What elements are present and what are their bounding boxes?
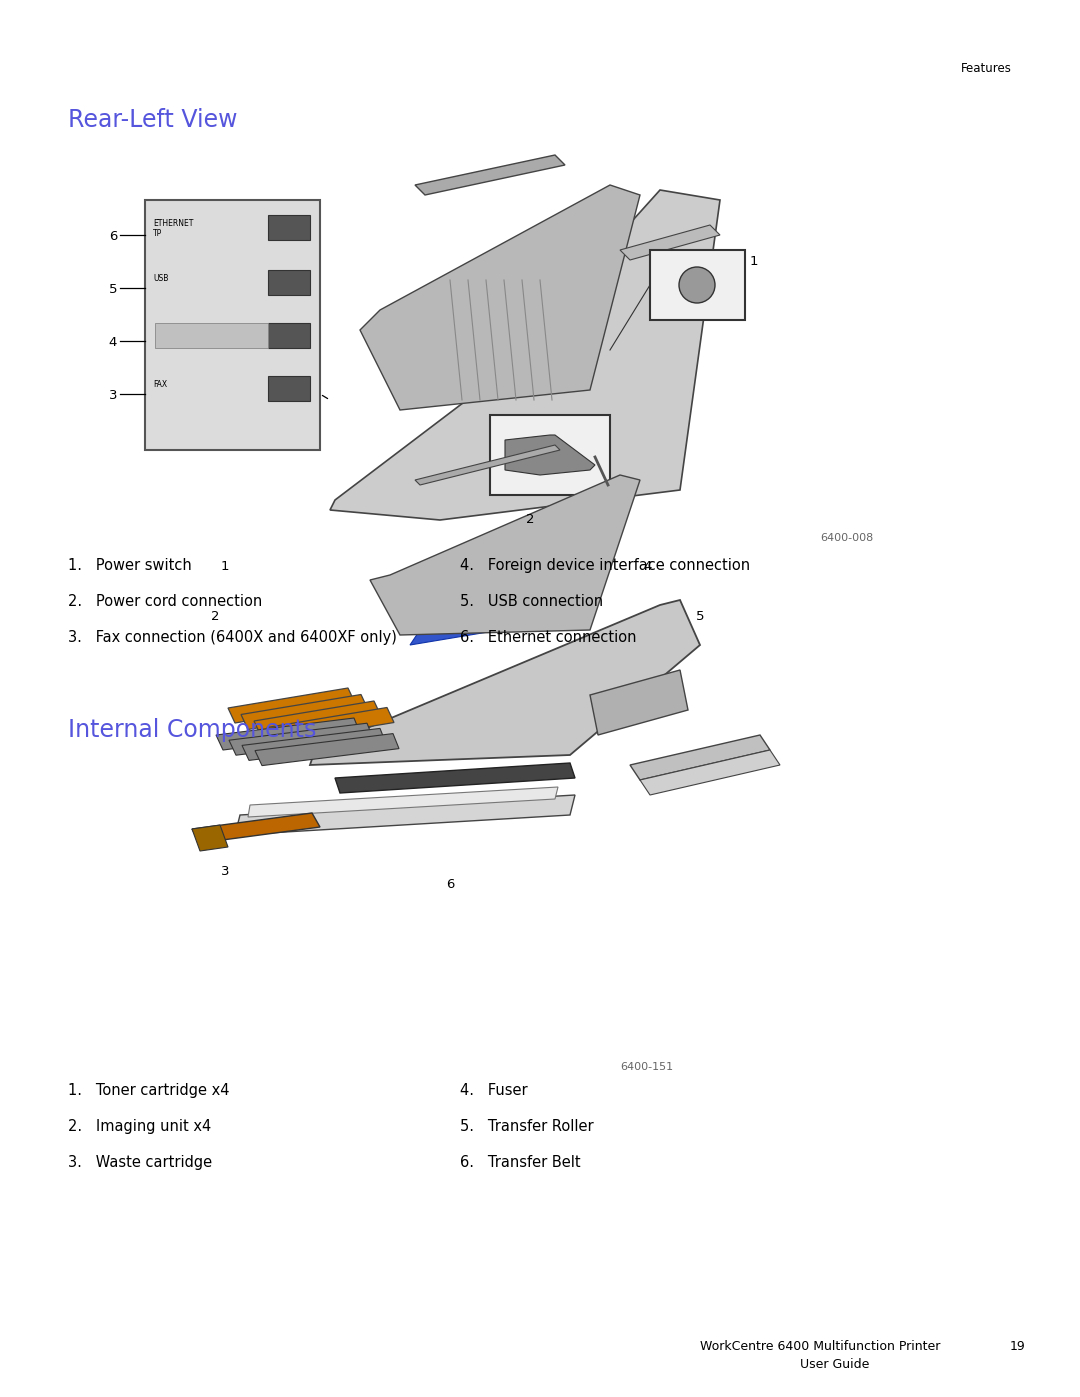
- Bar: [145, 200, 320, 450]
- Text: 5.   USB connection: 5. USB connection: [460, 594, 603, 609]
- Bar: [650, 250, 745, 320]
- Polygon shape: [640, 750, 780, 795]
- Text: 3: 3: [220, 865, 229, 877]
- Text: ETHERNET
TP: ETHERNET TP: [153, 219, 193, 239]
- Text: 4.   Fuser: 4. Fuser: [460, 1083, 528, 1098]
- Bar: [156, 323, 268, 348]
- Text: 1.   Toner cartridge x4: 1. Toner cartridge x4: [68, 1083, 229, 1098]
- Polygon shape: [410, 605, 570, 645]
- Bar: [490, 415, 610, 495]
- Polygon shape: [255, 733, 399, 766]
- Text: 5.   Transfer Roller: 5. Transfer Roller: [460, 1119, 594, 1134]
- Text: 6400-008: 6400-008: [820, 534, 874, 543]
- Polygon shape: [370, 475, 640, 636]
- Polygon shape: [360, 184, 640, 409]
- Text: 4.   Foreign device interface connection: 4. Foreign device interface connection: [460, 557, 751, 573]
- Polygon shape: [248, 787, 558, 817]
- Text: 3: 3: [108, 388, 117, 402]
- Text: 2.   Imaging unit x4: 2. Imaging unit x4: [68, 1119, 212, 1134]
- Polygon shape: [415, 446, 561, 485]
- Polygon shape: [335, 763, 575, 793]
- Bar: [268, 376, 310, 401]
- Polygon shape: [192, 826, 228, 851]
- Text: 5: 5: [696, 610, 704, 623]
- Text: 1: 1: [750, 256, 758, 268]
- Polygon shape: [310, 599, 700, 766]
- Bar: [268, 323, 310, 348]
- Polygon shape: [192, 813, 320, 842]
- Polygon shape: [330, 190, 720, 520]
- Text: 6.   Transfer Belt: 6. Transfer Belt: [460, 1155, 581, 1171]
- Text: 1: 1: [220, 560, 229, 573]
- Polygon shape: [267, 707, 394, 742]
- Text: 1.   Power switch: 1. Power switch: [68, 557, 192, 573]
- Polygon shape: [229, 724, 373, 756]
- Polygon shape: [228, 687, 355, 724]
- Text: User Guide: User Guide: [800, 1358, 869, 1370]
- Text: 2: 2: [211, 610, 219, 623]
- Text: Features: Features: [961, 61, 1012, 75]
- Polygon shape: [241, 694, 368, 729]
- Text: 2: 2: [526, 513, 535, 527]
- Text: 6400-151: 6400-151: [620, 1062, 673, 1071]
- Text: 4: 4: [644, 560, 652, 573]
- Text: 2.   Power cord connection: 2. Power cord connection: [68, 594, 262, 609]
- Text: WorkCentre 6400 Multifunction Printer: WorkCentre 6400 Multifunction Printer: [700, 1340, 941, 1354]
- Text: 5: 5: [108, 284, 117, 296]
- Text: 6.   Ethernet connection: 6. Ethernet connection: [460, 630, 636, 645]
- Text: 4: 4: [109, 337, 117, 349]
- Polygon shape: [216, 718, 360, 750]
- Polygon shape: [415, 155, 565, 196]
- Polygon shape: [505, 434, 595, 475]
- Polygon shape: [242, 728, 386, 760]
- Circle shape: [679, 267, 715, 303]
- Bar: [268, 270, 310, 295]
- Polygon shape: [590, 671, 688, 735]
- Text: Internal Components: Internal Components: [68, 718, 316, 742]
- Text: 19: 19: [1010, 1340, 1026, 1354]
- Text: 3.   Waste cartridge: 3. Waste cartridge: [68, 1155, 212, 1171]
- Text: Rear-Left View: Rear-Left View: [68, 108, 238, 131]
- Polygon shape: [630, 735, 770, 780]
- Text: USB: USB: [153, 274, 168, 284]
- Text: FAX: FAX: [153, 380, 167, 388]
- Polygon shape: [235, 795, 575, 835]
- Polygon shape: [620, 225, 720, 260]
- Text: 6: 6: [446, 877, 455, 891]
- Bar: [268, 215, 310, 240]
- Text: 3.   Fax connection (6400X and 6400XF only): 3. Fax connection (6400X and 6400XF only…: [68, 630, 396, 645]
- Text: 6: 6: [109, 231, 117, 243]
- Polygon shape: [254, 701, 381, 736]
